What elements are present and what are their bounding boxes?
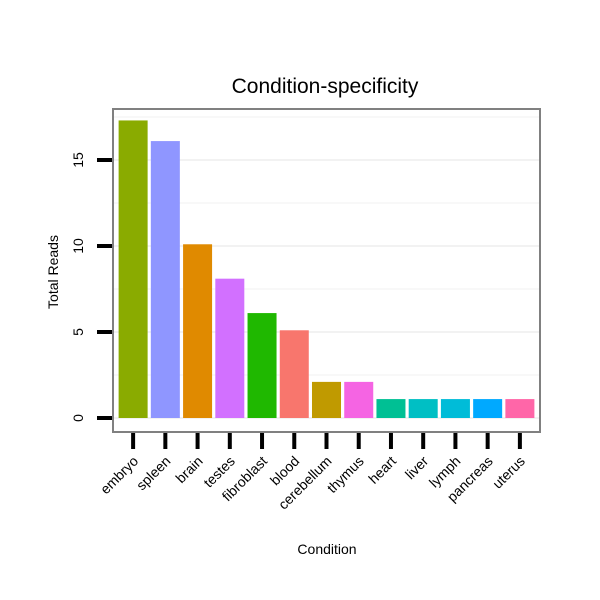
y-tick-label: 0 (70, 414, 86, 422)
bar-cerebellum (311, 381, 342, 418)
chart-title: Condition-specificity (232, 75, 419, 98)
bar-liver (408, 399, 438, 418)
y-axis: 0 5 10 15 (70, 152, 112, 422)
y-tick-label: 5 (70, 328, 86, 336)
bar-fibroblast (247, 313, 277, 418)
y-tick-label: 15 (70, 152, 86, 168)
bar-testes (215, 278, 245, 418)
bars (118, 120, 535, 418)
bar-spleen (150, 141, 180, 418)
x-tick-label: embryo (97, 453, 141, 497)
bar-brain (183, 244, 213, 418)
bar-heart (376, 399, 406, 418)
y-axis-label: Total Reads (45, 235, 61, 309)
y-tick-label: 10 (70, 238, 86, 254)
bar-blood (279, 330, 309, 418)
x-axis: embryospleenbraintestesfibroblastbloodce… (97, 433, 528, 513)
x-tick-label: heart (365, 453, 399, 487)
x-tick-label: spleen (133, 453, 173, 493)
x-axis-label: Condition (297, 541, 356, 557)
bar-lymph (440, 399, 470, 418)
x-tick-label: thymus (324, 453, 367, 496)
x-tick-label: uterus (489, 453, 528, 492)
bar-thymus (344, 381, 374, 418)
x-tick-label: brain (172, 453, 205, 486)
plot-frame (112, 108, 541, 433)
bar-pancreas (473, 399, 503, 418)
bar-embryo (118, 120, 148, 418)
bar-uterus (505, 399, 535, 418)
